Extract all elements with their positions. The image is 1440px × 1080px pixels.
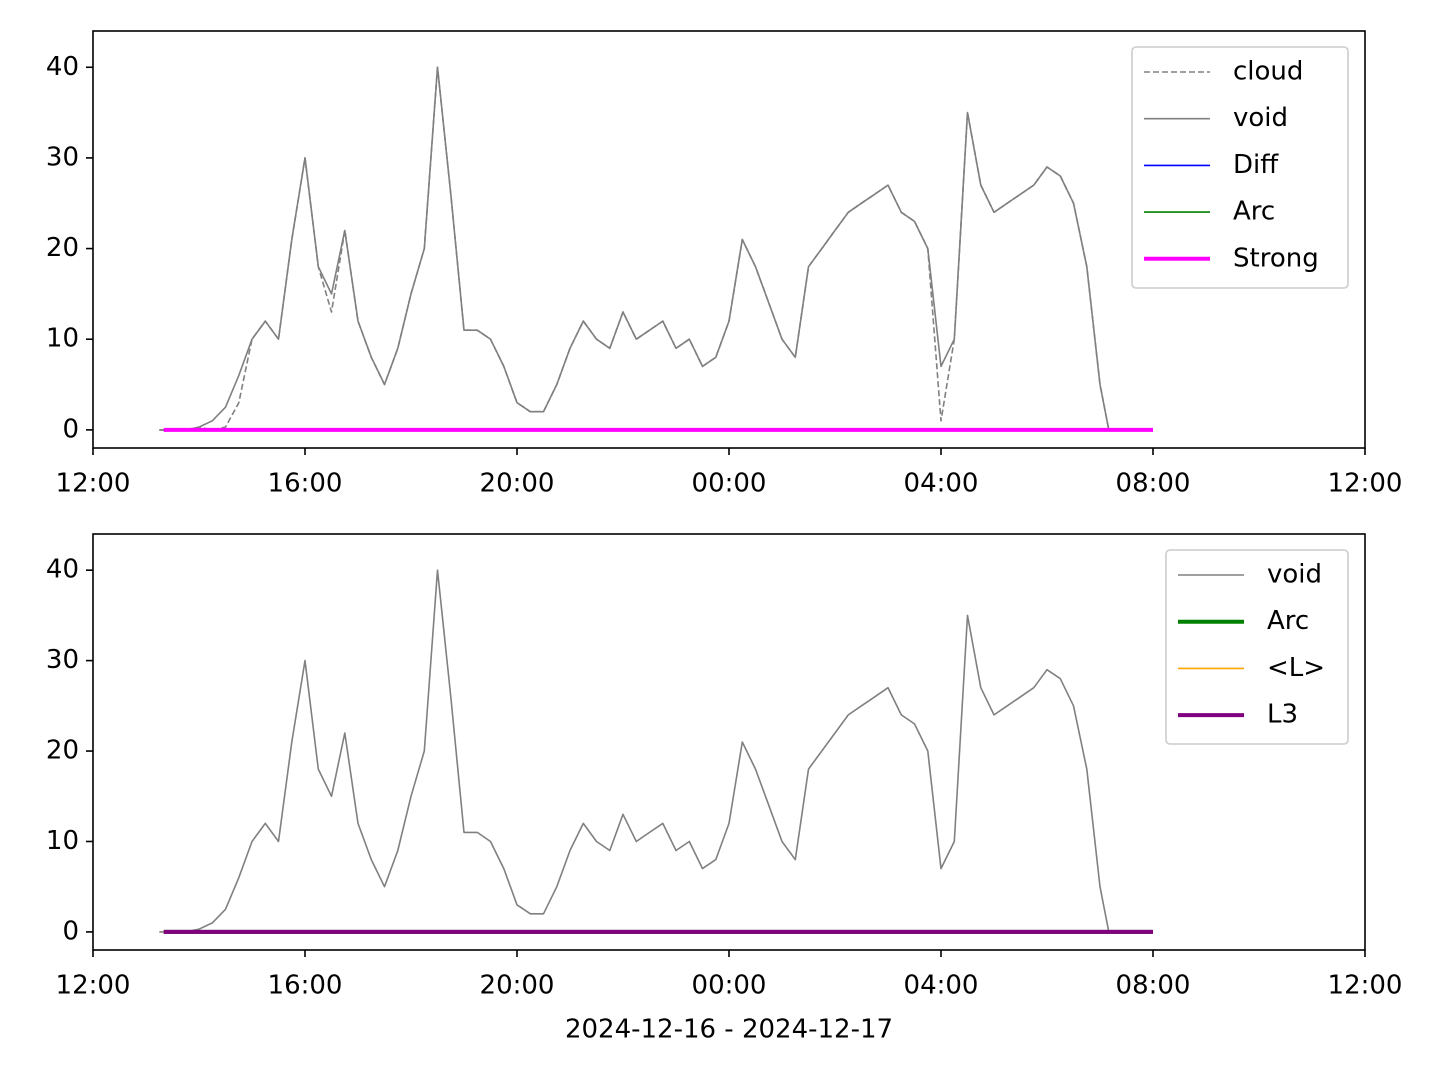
x-tick-label: 16:00 xyxy=(268,469,343,499)
y-tick-label: 20 xyxy=(46,736,79,766)
legend-label: void xyxy=(1233,103,1288,133)
x-axis-label: 2024-12-16 - 2024-12-17 xyxy=(565,1015,893,1045)
x-tick-label: 20:00 xyxy=(480,469,555,499)
legend-label: Diff xyxy=(1233,150,1279,180)
y-tick-label: 0 xyxy=(62,916,79,946)
x-tick-label: 16:00 xyxy=(268,971,343,1001)
x-tick-label: 00:00 xyxy=(692,971,767,1001)
legend-box xyxy=(1165,549,1349,745)
x-tick-label: 08:00 xyxy=(1116,469,1191,499)
y-tick-label: 10 xyxy=(46,826,79,856)
x-tick-label: 20:00 xyxy=(480,971,555,1001)
x-tick-label: 12:00 xyxy=(1328,469,1403,499)
x-tick-label: 08:00 xyxy=(1116,971,1191,1001)
x-tick-label: 00:00 xyxy=(692,469,767,499)
y-tick-label: 30 xyxy=(46,142,79,172)
series-line xyxy=(159,66,1110,431)
y-tick-label: 30 xyxy=(46,645,79,675)
series-line xyxy=(159,569,1110,933)
legend-box xyxy=(1131,46,1349,289)
x-tick-label: 04:00 xyxy=(904,469,979,499)
x-tick-label: 12:00 xyxy=(56,469,131,499)
x-tick-label: 12:00 xyxy=(56,971,131,1001)
legend-label: Arc xyxy=(1267,606,1309,636)
legend-label: cloud xyxy=(1233,57,1303,87)
legend-label: void xyxy=(1267,560,1322,590)
y-tick-label: 10 xyxy=(46,324,79,354)
legend-label: Strong xyxy=(1233,243,1319,273)
x-tick-label: 12:00 xyxy=(1328,971,1403,1001)
plot-area xyxy=(93,534,1365,950)
y-tick-label: 40 xyxy=(46,555,79,585)
legend-label: <L> xyxy=(1267,653,1325,683)
legend-label: Arc xyxy=(1233,197,1275,227)
y-tick-label: 20 xyxy=(46,233,79,263)
legend-label: L3 xyxy=(1267,700,1298,730)
x-tick-label: 04:00 xyxy=(904,971,979,1001)
y-tick-label: 40 xyxy=(46,52,79,82)
y-tick-label: 0 xyxy=(62,414,79,444)
